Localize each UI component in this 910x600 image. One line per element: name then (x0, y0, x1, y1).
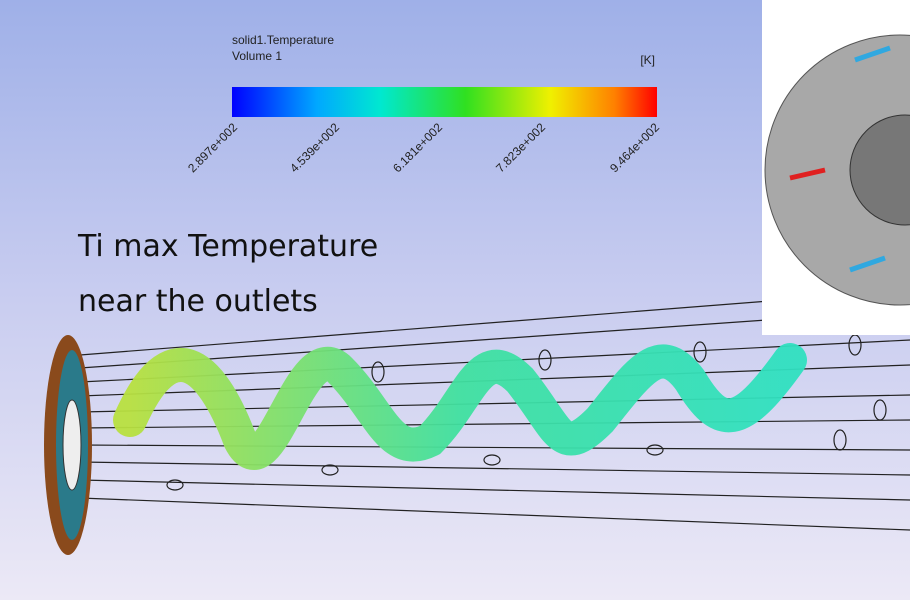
spiral-surface (113, 343, 807, 470)
legend-subtitle: Volume 1 (232, 49, 282, 63)
inset-disk (764, 34, 910, 306)
inset-core (849, 114, 910, 226)
color-bar (232, 87, 657, 117)
outlet-arrow (789, 167, 826, 181)
legend-unit: [K] (640, 53, 655, 67)
inlet-arrows (849, 45, 891, 273)
annotation-line: Ti max Temperature (77, 229, 378, 264)
outlet-rings (166, 334, 887, 491)
inlet-holes (62, 399, 82, 491)
legend-title: solid1.Temperature (232, 33, 334, 47)
annotation-line: near the outlets (78, 284, 318, 319)
